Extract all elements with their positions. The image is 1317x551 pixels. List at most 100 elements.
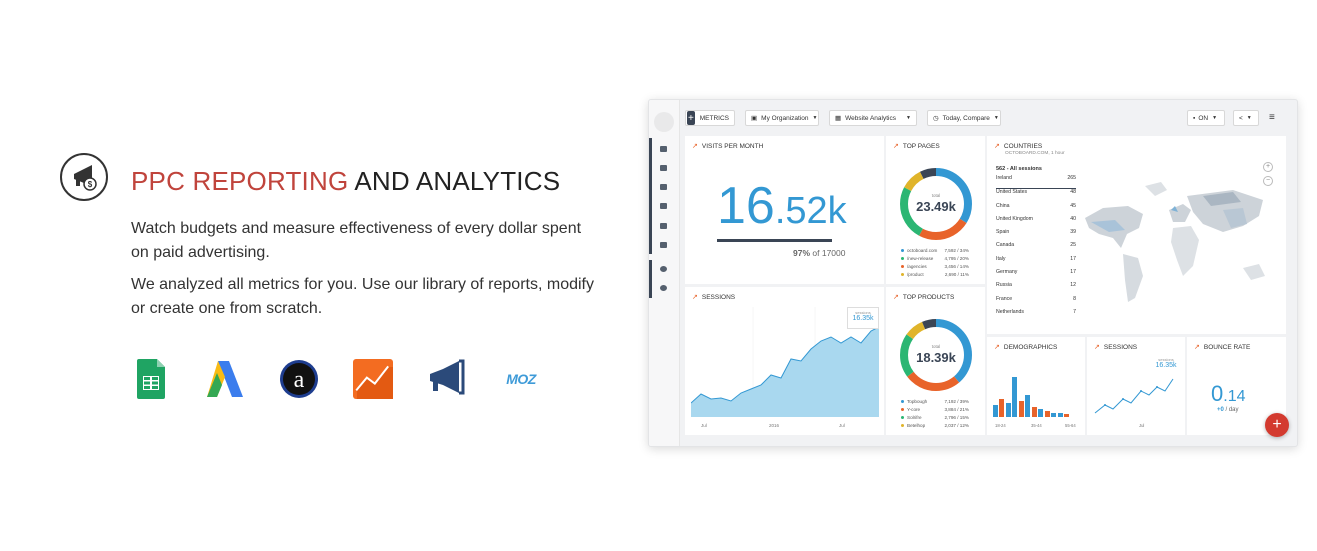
- tooltip-value: 16.35k: [852, 315, 874, 322]
- legend-label: Solrifre: [907, 414, 922, 420]
- top-products-widget[interactable]: ↗ TOP PRODUCTS total 18.39k Topbough 7,192…: [886, 287, 985, 435]
- dashboard-icon[interactable]: [660, 165, 667, 171]
- trend-icon: ↗: [994, 143, 1000, 150]
- legend-value: 2,796 / 15%: [944, 414, 969, 420]
- dashboard-topbar: + METRICS ▣ My Organization ▼ ▦ Website Anal…: [679, 100, 1297, 136]
- country-row[interactable]: Ireland 265: [996, 175, 1076, 190]
- chat-icon[interactable]: [660, 242, 667, 248]
- moz-icon[interactable]: MOZ: [501, 359, 541, 399]
- country-row[interactable]: France 8: [996, 296, 1076, 309]
- x-tick: 55-64: [1065, 423, 1076, 428]
- x-tick: Jul: [839, 423, 845, 428]
- account-icon[interactable]: [660, 266, 667, 272]
- legend-label: Topbough: [907, 398, 928, 404]
- bounce-delta: +0 / day: [1217, 407, 1239, 413]
- widget-title: VISITS PER MONTH: [701, 142, 764, 150]
- country-value: 48: [1070, 189, 1076, 196]
- source-dropdown[interactable]: ▦ Website Analytics ▼: [829, 110, 917, 126]
- date-dropdown[interactable]: ◷ Today, Compare ▼: [927, 110, 1001, 126]
- date-label: Today, Compare: [942, 114, 990, 122]
- total-value: 23.49k: [916, 199, 956, 214]
- countries-widget[interactable]: ↗ COUNTRIES OCTOBOARD.COM, 1 hour 562 - A…: [987, 136, 1286, 334]
- sessions-widget[interactable]: ↗ SESSIONS sessions 16.35k Jul 2016 Jul: [685, 287, 884, 435]
- country-row[interactable]: China 45: [996, 203, 1076, 216]
- chart-tooltip: sessions 16.35k: [847, 307, 879, 329]
- country-row[interactable]: Netherlands 7: [996, 309, 1076, 322]
- delta-unit: / day: [1225, 407, 1239, 413]
- megaphone-icon[interactable]: [427, 359, 467, 399]
- country-value: 40: [1070, 215, 1076, 222]
- legend-row: octoboard.com 7,592 / 34%: [901, 246, 969, 254]
- svg-text:a: a: [294, 367, 305, 393]
- share-dropdown[interactable]: < ▼: [1233, 110, 1259, 126]
- legend-label: Betelhop: [907, 422, 926, 428]
- demographics-widget[interactable]: ↗ DEMOGRAPHICS 18-24 35-44 55-64: [987, 337, 1085, 435]
- metrics-label: METRICS: [699, 114, 729, 122]
- legend-label: /agencies: [907, 263, 927, 269]
- organization-dropdown[interactable]: ▣ My Organization ▼: [745, 110, 819, 126]
- visits-widget[interactable]: ↗ VISITS PER MONTH 16.52k 97% of 17000: [685, 136, 884, 284]
- country-row[interactable]: Canada 25: [996, 242, 1076, 255]
- country-row[interactable]: Russia 12: [996, 282, 1076, 295]
- widget-title: SESSIONS: [1103, 343, 1138, 351]
- google-ads-icon[interactable]: [205, 359, 245, 399]
- country-row[interactable]: Italy 17: [996, 256, 1076, 269]
- country-row[interactable]: United Kingdom 40: [996, 216, 1076, 229]
- country-name: Ireland: [996, 175, 1012, 181]
- x-tick: 2016: [769, 423, 780, 428]
- toggle-dropdown[interactable]: ▪ ON ▼: [1187, 110, 1225, 126]
- google-analytics-icon[interactable]: [353, 359, 393, 399]
- widget-title: SESSIONS: [701, 293, 736, 301]
- value-dec: .52k: [774, 190, 847, 232]
- sessions-line-chart: [1094, 378, 1174, 414]
- top-pages-widget[interactable]: ↗ TOP PAGES total 23.49k octoboard.com 7,5…: [886, 136, 985, 284]
- country-value: 265: [1067, 175, 1076, 181]
- country-value: 7: [1073, 308, 1076, 315]
- zoom-in-icon[interactable]: +: [1263, 162, 1273, 172]
- share-icon: <: [1239, 114, 1243, 122]
- alexa-icon[interactable]: a: [279, 359, 319, 399]
- file-icon[interactable]: [660, 223, 667, 229]
- moz-label: MOZ: [506, 371, 536, 387]
- sessions-small-widget[interactable]: ↗ SESSIONS sessions 16.35k Jul: [1087, 337, 1185, 435]
- zoom-out-icon[interactable]: −: [1263, 176, 1273, 186]
- menu-icon[interactable]: ≡: [1269, 112, 1275, 123]
- google-sheets-icon[interactable]: [131, 359, 171, 399]
- plus-icon: +: [687, 111, 695, 125]
- country-row[interactable]: Germany 17: [996, 269, 1076, 282]
- legend-row: Y-core 3,884 / 21%: [901, 405, 969, 413]
- progress-label: 97% of 17000: [793, 248, 845, 258]
- add-widget-button[interactable]: +: [1265, 413, 1289, 437]
- chevron-down-icon: ▼: [1212, 115, 1218, 121]
- country-name: United States: [996, 189, 1028, 196]
- country-row[interactable]: Spain 39: [996, 229, 1076, 242]
- legend-row: Solrifre 2,796 / 15%: [901, 413, 969, 421]
- trend-icon: ↗: [893, 143, 899, 150]
- country-name: Spain: [996, 229, 1010, 236]
- description-1: Watch budgets and measure effectiveness …: [131, 220, 582, 261]
- country-value: 39: [1070, 229, 1076, 236]
- country-name: United Kingdom: [996, 215, 1033, 222]
- tooltip-value: 16.35k: [1155, 362, 1177, 369]
- legend-value: 2,037 / 12%: [944, 422, 969, 428]
- metrics-button[interactable]: + METRICS: [685, 110, 735, 126]
- users-icon[interactable]: [660, 184, 667, 190]
- folder-icon[interactable]: [660, 203, 667, 209]
- delta-value: +0: [1217, 407, 1224, 413]
- country-value: 17: [1070, 269, 1076, 276]
- tooltip-label: sessions: [1158, 357, 1174, 362]
- value-dec: .14: [1223, 388, 1246, 405]
- demographics-bar-chart: [993, 377, 1069, 417]
- top-products-donut: [900, 319, 972, 391]
- visits-value: 16.52k: [717, 176, 847, 236]
- widget-title: COUNTRIES: [1003, 142, 1043, 150]
- legend-value: 2,690 / 11%: [944, 271, 969, 277]
- info-icon[interactable]: [660, 285, 667, 291]
- toggle-label: ON: [1198, 114, 1209, 122]
- country-row[interactable]: United States 48: [996, 189, 1076, 202]
- country-name: China: [996, 202, 1010, 209]
- progress-bar: [717, 239, 832, 242]
- x-tick: Jul: [1139, 423, 1145, 428]
- home-icon[interactable]: [660, 146, 667, 152]
- country-value: 12: [1070, 282, 1076, 289]
